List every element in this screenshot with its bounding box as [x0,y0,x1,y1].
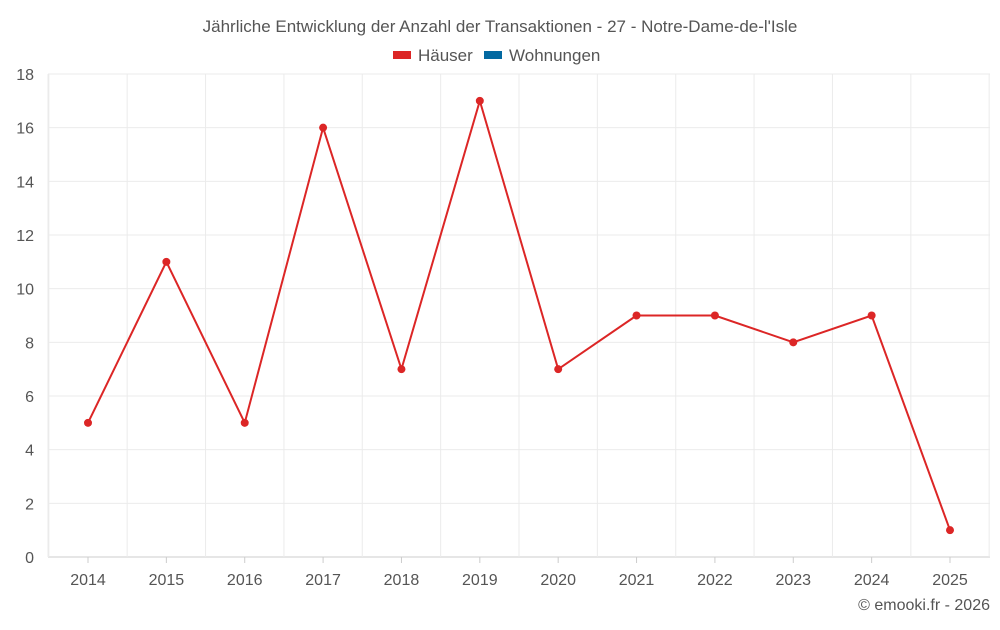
chart-title: Jährliche Entwicklung der Anzahl der Tra… [203,17,798,36]
data-point [162,257,171,266]
y-tick-label: 12 [16,228,34,245]
legend: Häuser Wohnungen [393,46,600,65]
x-tick-label: 2018 [384,572,420,589]
x-tick-label: 2024 [854,572,890,589]
y-tick-label: 2 [25,496,34,513]
data-point [397,365,406,374]
y-tick-label: 10 [16,282,34,299]
data-point [632,311,641,320]
data-point [554,365,563,374]
series-line [87,97,951,531]
series-layer [84,96,954,535]
x-tick-label: 2021 [619,572,655,589]
y-tick-label: 0 [25,550,34,567]
legend-swatch [393,51,411,59]
y-tick-label: 8 [25,335,34,352]
data-point [789,338,798,347]
data-point [710,311,719,320]
y-tick-label: 14 [16,174,34,191]
credit: © emooki.fr - 2026 [858,597,990,614]
grid [47,73,990,558]
data-point [867,311,876,320]
data-point [240,418,249,427]
data-point [946,526,954,535]
data-point [475,96,484,105]
data-point [319,123,328,132]
data-point [84,418,92,427]
x-tick-label: 2022 [697,572,733,589]
x-tick-label: 2017 [305,572,341,589]
x-tick-label: 2023 [775,572,811,589]
x-tick-label: 2025 [932,572,968,589]
x-tick-label: 2015 [149,572,185,589]
y-axis: 0 2 4 6 8 10 12 14 16 18 [16,67,34,567]
x-axis: 2014 2015 2016 2017 2018 2019 2020 2021 2022 2023… [70,557,968,589]
y-tick-label: 18 [16,67,34,84]
x-tick-label: 2016 [227,572,263,589]
x-tick-label: 2020 [540,572,576,589]
legend-label: Wohnungen [509,46,600,65]
x-tick-label: 2014 [70,572,106,589]
legend-label: Häuser [418,46,473,65]
legend-swatch [484,51,502,59]
x-tick-label: 2019 [462,572,498,589]
y-tick-label: 4 [25,443,34,460]
y-tick-label: 16 [16,121,34,138]
y-tick-label: 6 [25,389,34,406]
